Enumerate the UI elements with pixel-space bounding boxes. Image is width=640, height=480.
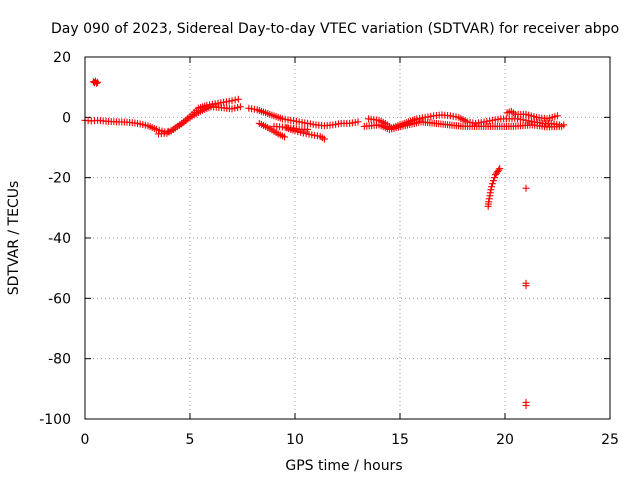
chart-title: Day 090 of 2023, Sidereal Day-to-day VTE… bbox=[51, 21, 619, 37]
data-points bbox=[81, 77, 568, 409]
y-tick-label: 0 bbox=[62, 110, 71, 126]
gridlines bbox=[85, 57, 610, 419]
y-axis-label: SDTVAR / TECUs bbox=[6, 181, 22, 296]
x-axis-ticks: 0 5 10 15 20 25 bbox=[81, 57, 619, 448]
data-point bbox=[522, 184, 530, 192]
data-point bbox=[354, 118, 362, 126]
data-point bbox=[320, 135, 328, 143]
x-tick-label: 20 bbox=[496, 432, 514, 448]
data-point bbox=[234, 95, 242, 103]
x-tick-label: 10 bbox=[286, 432, 304, 448]
y-axis-ticks: -100 -80 -60 -40 -20 0 20 bbox=[39, 50, 610, 428]
x-tick-label: 0 bbox=[81, 432, 90, 448]
data-point bbox=[558, 122, 566, 130]
y-tick-label: 20 bbox=[53, 50, 71, 66]
data-point bbox=[495, 166, 503, 174]
data-point bbox=[94, 78, 102, 86]
y-tick-label: -20 bbox=[48, 171, 71, 187]
data-point bbox=[486, 189, 494, 197]
y-tick-label: -60 bbox=[48, 291, 71, 307]
data-point bbox=[488, 180, 496, 188]
data-point bbox=[554, 112, 561, 120]
data-point bbox=[93, 79, 101, 87]
data-point bbox=[487, 186, 495, 194]
y-tick-label: -40 bbox=[48, 231, 71, 247]
data-point bbox=[281, 133, 288, 141]
x-tick-label: 15 bbox=[391, 432, 409, 448]
x-axis-label: GPS time / hours bbox=[285, 458, 402, 474]
x-tick-label: 5 bbox=[186, 432, 195, 448]
data-point bbox=[231, 96, 239, 104]
data-point bbox=[496, 165, 504, 173]
data-point bbox=[522, 282, 530, 290]
data-point bbox=[488, 183, 496, 191]
data-point bbox=[522, 401, 530, 409]
data-point bbox=[228, 97, 236, 105]
data-point bbox=[236, 103, 244, 111]
data-point bbox=[485, 198, 493, 206]
y-tick-label: -100 bbox=[39, 412, 71, 428]
data-point bbox=[489, 177, 497, 185]
data-point bbox=[485, 195, 493, 203]
y-tick-label: -80 bbox=[48, 352, 71, 368]
data-point bbox=[491, 174, 498, 182]
x-tick-label: 25 bbox=[601, 432, 619, 448]
plot-frame bbox=[84, 56, 611, 420]
data-point bbox=[304, 125, 312, 133]
